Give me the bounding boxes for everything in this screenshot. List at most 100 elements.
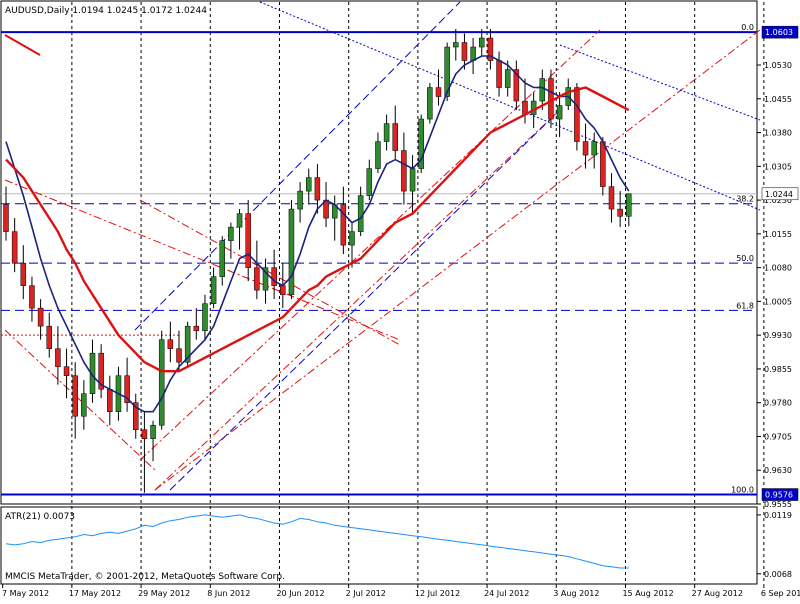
candles [3, 29, 632, 493]
candle-body [81, 393, 87, 417]
candle-body [20, 262, 27, 286]
fib-level-label: 100.0 [731, 486, 754, 495]
price-tick-label: 1.0455 [764, 95, 792, 104]
time-tick-label: 20 Jun 2012 [276, 589, 324, 598]
price-tick-label: 1.0155 [764, 230, 792, 239]
candle-body [219, 240, 225, 277]
candle-body [288, 208, 295, 295]
candle-body [401, 150, 407, 192]
price-tick-label: 1.0380 [764, 129, 792, 138]
price-tick-label: 0.9705 [764, 432, 792, 441]
candle-body [184, 325, 191, 363]
candle-body [582, 141, 589, 156]
candle-body [479, 37, 485, 48]
price-tick-label: 1.0080 [764, 264, 792, 273]
indicator-label: ATR(21) 0.0073 [5, 512, 75, 522]
candle-body [202, 303, 208, 331]
candle-body [63, 366, 70, 376]
candle-body [600, 141, 606, 187]
candle-body [306, 177, 312, 192]
candle-body [314, 177, 321, 201]
candle-body [3, 204, 9, 232]
time-tick-label: 15 Aug 2012 [622, 589, 673, 598]
fib-level-label: 61.8 [736, 301, 754, 310]
candle-body [167, 339, 174, 349]
price-tag-label: 1.0603 [765, 28, 793, 37]
candle-body [210, 276, 217, 304]
atr-panel: 0.0119 0.0068 [5, 511, 792, 579]
candle-body [496, 60, 502, 88]
candle-body [37, 307, 44, 327]
price-tick-label: 1.0305 [764, 162, 792, 171]
atr-line [5, 514, 629, 569]
atr-tick-label: 0.0068 [764, 570, 792, 579]
price-tag-box [761, 187, 799, 201]
candle-body [107, 388, 113, 412]
candle-body [591, 141, 597, 156]
candle-body [193, 325, 200, 331]
candle-body [11, 231, 18, 264]
price-axis: 1.0530 1.0455 1.0380 1.0305 1.0230 1.0155 1.00… [757, 61, 792, 509]
fib-level-label: 50.0 [736, 254, 754, 263]
ma_slow-line [5, 86, 630, 373]
candle-body [228, 226, 234, 241]
candle-body [626, 193, 632, 217]
price-tag-label: 0.9576 [765, 491, 793, 500]
candle-body [444, 46, 450, 97]
candle-body [29, 285, 35, 309]
trend-line [4, 179, 401, 341]
copyright-text: MMCIS MetaTrader, © 2001-2012, MetaQuote… [5, 572, 285, 582]
trend-line [134, 1, 461, 331]
atr-tick-label: 0.0119 [764, 511, 792, 520]
candle-body [176, 348, 182, 363]
candle-body [375, 141, 381, 169]
candle-body [349, 231, 355, 246]
time-tick-label: 3 Aug 2012 [553, 589, 599, 598]
candle-body [392, 123, 398, 151]
fib-level-label: 38.2 [736, 195, 754, 204]
candle-body [254, 267, 260, 291]
candle-body [141, 429, 148, 439]
trend-line [4, 329, 156, 471]
candle-body [297, 190, 303, 210]
time-tick-label: 7 May 2012 [2, 589, 49, 598]
trend-line [169, 109, 561, 491]
candle-body [150, 424, 156, 439]
fib-level-labels: 0.0 38.2 50.0 61.8 100.0 [731, 23, 754, 494]
candle-body [539, 78, 546, 102]
fib-level-label: 0.0 [741, 23, 754, 32]
candle-body [262, 267, 269, 291]
chart-title: AUDUSD,Daily 1.0194 1.0245 1.0172 1.0244 [5, 6, 207, 16]
candle-body [608, 186, 615, 210]
price-tick-label: 1.0005 [764, 297, 792, 306]
price-tick-label: 0.9780 [764, 399, 792, 408]
candle-body [236, 213, 243, 228]
candle-body [46, 325, 52, 349]
candle-body [124, 375, 130, 403]
time-tick-label: 8 Jun 2012 [207, 589, 250, 598]
candle-body [55, 348, 61, 367]
indicator-plot-frame [0, 506, 758, 585]
price-tick-label: 0.9855 [764, 365, 792, 374]
candle-body [435, 87, 442, 97]
candle-body [530, 100, 537, 115]
price-tags: 1.0603 1.0244 0.9576 [761, 25, 799, 501]
trend-line [154, 29, 761, 491]
time-axis: 7 May 2012 17 May 2012 29 May 2012 8 Jun 20… [2, 584, 800, 598]
time-tick-label: 2 Jul 2012 [346, 589, 386, 598]
candle-body [617, 208, 623, 217]
price-tick-label: 1.0530 [764, 61, 792, 70]
candle-body [513, 69, 520, 102]
candle-body [366, 168, 373, 196]
candle-body [72, 375, 78, 417]
candle-body [409, 168, 416, 192]
price-tick-label: 0.9555 [764, 500, 792, 509]
price-tag-box [761, 25, 799, 39]
trend-line [139, 199, 401, 346]
price-tick-label: 1.0230 [764, 196, 792, 205]
candle-body [574, 87, 580, 142]
ma_fast-line [5, 55, 630, 413]
candle-body [89, 352, 96, 394]
